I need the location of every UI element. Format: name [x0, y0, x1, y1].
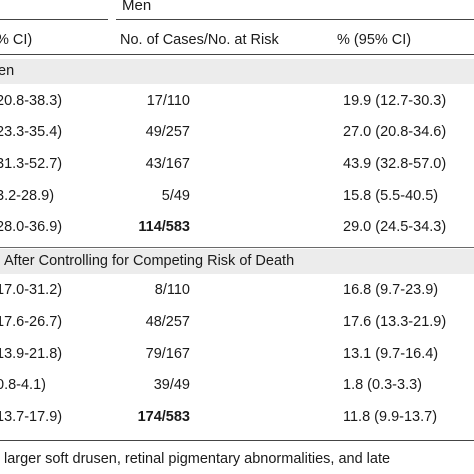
- table-row: 31.3-52.7) 43/167 43.9 (32.8-57.0): [0, 152, 474, 177]
- cell-cases: 17/110: [146, 93, 190, 109]
- cell-percent: 29.0 (24.5-34.3): [343, 219, 447, 235]
- cell-cases: 79/167: [145, 346, 190, 362]
- column-header-rule: [0, 54, 474, 55]
- cell-ci: 13.7-17.9): [0, 409, 63, 425]
- cell-percent: 15.8 (5.5-40.5): [343, 188, 439, 204]
- section-header-1: en: [0, 59, 474, 84]
- cell-ci: 28.0-36.9): [0, 219, 63, 235]
- cell-percent: 13.1 (9.7-16.4): [343, 346, 439, 362]
- cell-cases: 49/257: [145, 124, 190, 140]
- cell-ci: 31.3-52.7): [0, 156, 63, 172]
- cell-ci: 0.8-4.1): [0, 377, 46, 393]
- table-row: 0.8-4.1) 39/49 1.8 (0.3-3.3): [0, 373, 474, 398]
- table-row: 3.2-28.9) 5/49 15.8 (5.5-40.5): [0, 184, 474, 209]
- section-label: en: [0, 63, 15, 79]
- table-row: 23.3-35.4) 49/257 27.0 (20.8-34.6): [0, 120, 474, 145]
- cell-percent: 27.0 (20.8-34.6): [343, 124, 447, 140]
- cell-ci: 3.2-28.9): [0, 188, 55, 204]
- header-rule-men: [116, 19, 474, 20]
- cell-cases: 43/167: [145, 156, 190, 172]
- cell-ci: 13.9-21.8): [0, 346, 63, 362]
- table-footnote: larger soft drusen, retinal pigmentary a…: [4, 451, 391, 467]
- cell-percent: 43.9 (32.8-57.0): [343, 156, 447, 172]
- cell-percent: 1.8 (0.3-3.3): [343, 377, 422, 393]
- table-bottom-rule: [0, 440, 474, 441]
- cell-cases: 48/257: [145, 314, 190, 330]
- section-rule: [0, 247, 474, 248]
- cell-cases: 114/583: [138, 219, 190, 235]
- group-header-men: Men: [122, 0, 152, 14]
- table-row-total: 13.7-17.9) 174/583 11.8 (9.9-13.7): [0, 405, 474, 430]
- cell-cases: 39/49: [153, 377, 190, 393]
- cell-ci: 23.3-35.4): [0, 124, 63, 140]
- cell-percent: 19.9 (12.7-30.3): [343, 93, 447, 109]
- cell-percent: 16.8 (9.7-23.9): [343, 282, 439, 298]
- header-rule-left: [0, 19, 108, 20]
- table-row-total: 28.0-36.9) 114/583 29.0 (24.5-34.3): [0, 215, 474, 240]
- table-row: 20.8-38.3) 17/110 19.9 (12.7-30.3): [0, 89, 474, 114]
- table-row: 17.6-26.7) 48/257 17.6 (13.3-21.9): [0, 310, 474, 335]
- column-header-cases-at-risk: No. of Cases/No. at Risk: [120, 32, 279, 48]
- cell-ci: 17.0-31.2): [0, 282, 63, 298]
- section-header-2: After Controlling for Competing Risk of …: [0, 249, 474, 274]
- column-header-ci: % CI): [0, 32, 33, 48]
- cell-cases: 8/110: [154, 282, 190, 298]
- cell-ci: 17.6-26.7): [0, 314, 63, 330]
- cell-percent: 11.8 (9.9-13.7): [343, 409, 438, 425]
- column-header-percent-ci: % (95% CI): [337, 32, 412, 48]
- cell-cases: 5/49: [161, 188, 190, 204]
- cell-cases: 174/583: [137, 409, 190, 425]
- table-row: 13.9-21.8) 79/167 13.1 (9.7-16.4): [0, 342, 474, 367]
- cell-ci: 20.8-38.3): [0, 93, 63, 109]
- section-label: After Controlling for Competing Risk of …: [4, 253, 295, 269]
- table-row: 17.0-31.2) 8/110 16.8 (9.7-23.9): [0, 278, 474, 303]
- cell-percent: 17.6 (13.3-21.9): [343, 314, 447, 330]
